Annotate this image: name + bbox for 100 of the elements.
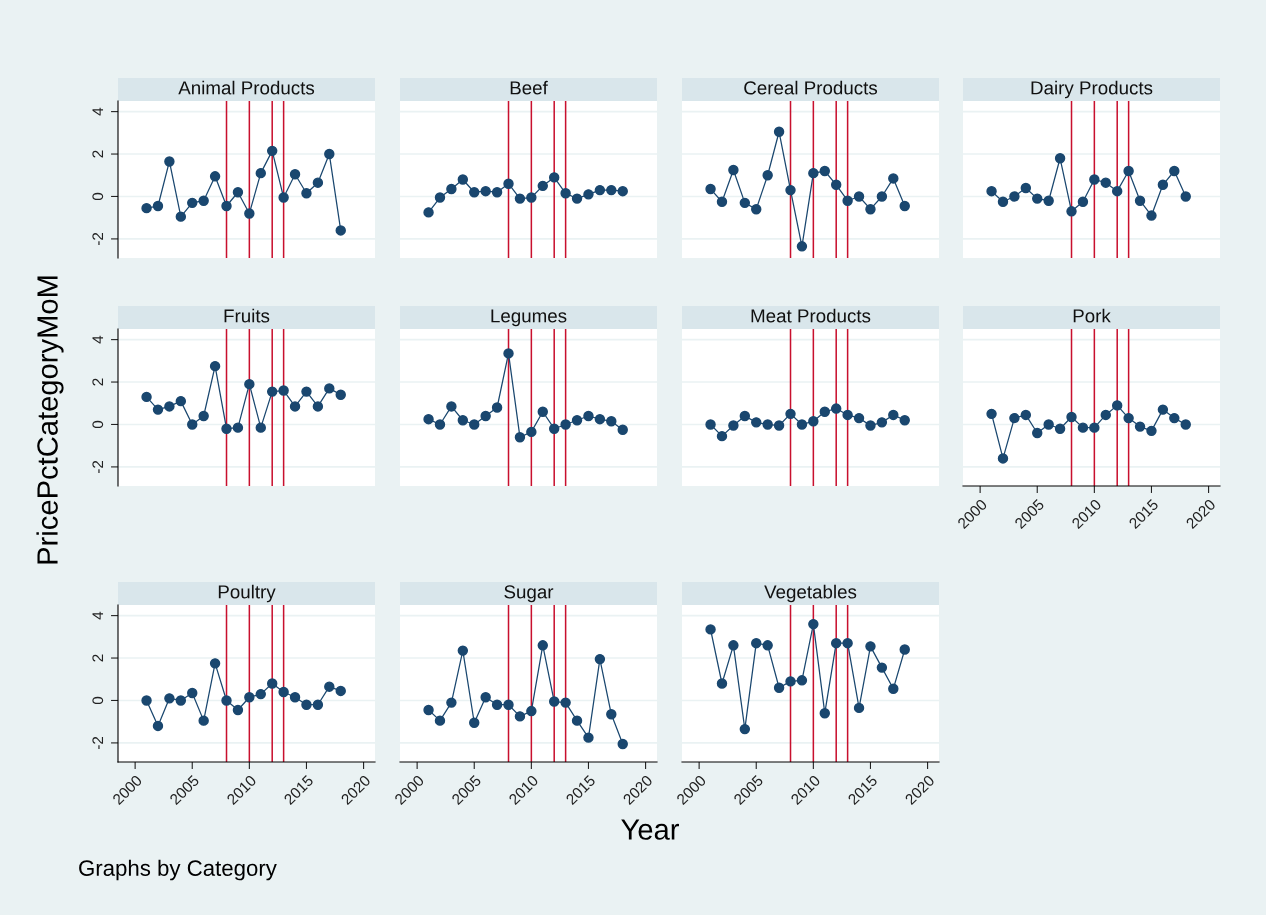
point (853, 191, 865, 202)
point (526, 192, 537, 203)
point (187, 687, 198, 699)
point (324, 383, 335, 394)
point (457, 645, 469, 656)
point (152, 720, 164, 732)
point (480, 185, 491, 197)
point (785, 676, 796, 687)
point (739, 197, 751, 209)
point (164, 693, 175, 704)
point (221, 423, 232, 434)
point (705, 624, 716, 635)
point (491, 402, 503, 413)
point (997, 196, 1009, 207)
y-tick-label: 0 (92, 696, 104, 705)
chart-title: Beef (510, 80, 548, 95)
point (842, 195, 853, 206)
point (986, 185, 997, 197)
point (830, 637, 842, 649)
point (289, 692, 301, 703)
point (899, 415, 910, 426)
point (594, 413, 606, 425)
point (537, 180, 548, 192)
y-tick-label: 0 (92, 420, 104, 429)
y-tick-label: 2 (92, 654, 104, 662)
point (514, 711, 526, 722)
point (1123, 165, 1134, 177)
point (606, 416, 617, 427)
point (716, 678, 728, 689)
point (469, 187, 480, 198)
point (617, 185, 628, 197)
point (335, 685, 346, 697)
point (1100, 409, 1111, 421)
point (762, 170, 773, 181)
point (244, 208, 255, 219)
point (209, 171, 221, 182)
point (853, 702, 865, 714)
point (1180, 191, 1191, 202)
point (221, 200, 232, 212)
point (594, 184, 606, 196)
chart-title: Animal Products (178, 80, 315, 95)
point (986, 408, 997, 420)
point (876, 662, 888, 673)
y-tick-label: 4 (92, 107, 104, 116)
point (876, 417, 888, 428)
point (244, 378, 255, 390)
point (1180, 419, 1191, 430)
point (434, 715, 446, 726)
point (1054, 153, 1066, 164)
point (503, 178, 514, 189)
point (1032, 427, 1043, 439)
point (244, 692, 255, 703)
point (583, 410, 594, 422)
point (728, 164, 739, 176)
point (301, 188, 312, 199)
point (164, 401, 175, 412)
point (324, 148, 335, 160)
point (997, 453, 1009, 464)
point (1089, 174, 1100, 185)
point (198, 410, 209, 422)
point (1043, 419, 1054, 430)
chart-title: Fruits (224, 308, 270, 323)
point (830, 179, 842, 191)
y-tick-label: 2 (92, 378, 104, 386)
chart-title: Dairy Products (1031, 80, 1153, 99)
point (876, 191, 888, 202)
point (819, 406, 830, 417)
point (141, 695, 152, 706)
point (187, 197, 198, 209)
point (175, 395, 187, 407)
point (232, 422, 244, 433)
point (762, 419, 773, 430)
point (141, 202, 152, 214)
point (469, 419, 480, 430)
point (434, 419, 446, 430)
point (503, 348, 514, 359)
point (560, 419, 571, 430)
point (617, 738, 628, 750)
point (1066, 411, 1077, 423)
point (1066, 206, 1077, 217)
point (1009, 412, 1020, 424)
point (1032, 193, 1043, 204)
point (617, 424, 628, 435)
point (830, 403, 842, 414)
point (571, 193, 583, 204)
point (152, 404, 164, 415)
point (1020, 182, 1032, 194)
point (548, 696, 560, 707)
point (899, 200, 910, 212)
point (423, 704, 434, 716)
point (480, 692, 491, 703)
point (1111, 400, 1123, 411)
point (808, 618, 819, 630)
y-tick-label: 0 (92, 192, 104, 201)
point (164, 156, 175, 167)
point (446, 697, 457, 708)
point (785, 408, 796, 420)
point (796, 419, 808, 430)
point (423, 413, 434, 425)
x-axis-title: Year (621, 819, 679, 840)
